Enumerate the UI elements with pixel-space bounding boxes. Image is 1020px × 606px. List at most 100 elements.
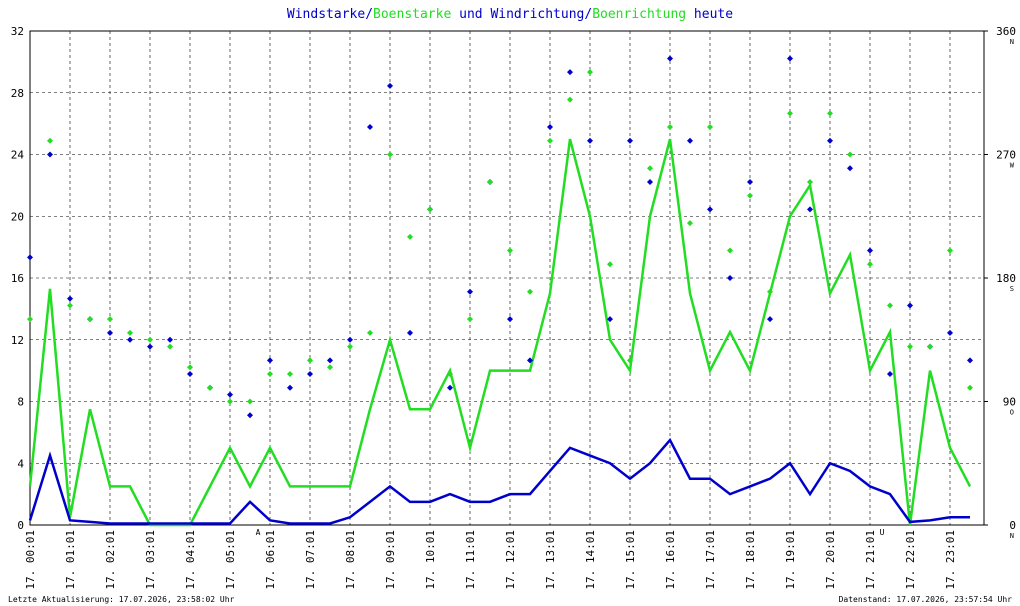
- data-point: [627, 137, 633, 144]
- data-point: [807, 178, 813, 185]
- data-point: [647, 178, 653, 185]
- data-point: [127, 329, 133, 336]
- data-point: [787, 110, 793, 117]
- x-tick-label: 17. 00:01: [24, 530, 37, 590]
- data-point: [427, 206, 433, 213]
- y2-direction-label: W: [1010, 162, 1015, 170]
- data-point: [47, 151, 53, 158]
- data-point: [747, 192, 753, 199]
- data-point: [587, 69, 593, 76]
- data-point: [187, 364, 193, 371]
- data-point: [847, 165, 853, 172]
- x-tick-label: 17. 10:01: [424, 530, 437, 590]
- data-point: [767, 316, 773, 323]
- data-point: [647, 165, 653, 172]
- data-point: [207, 384, 213, 391]
- footer-right: Datenstand: 17.07.2026, 23:57:54 Uhr: [839, 595, 1013, 604]
- data-point: [907, 302, 913, 309]
- data-point: [247, 398, 253, 405]
- data-point: [847, 151, 853, 158]
- data-point: [927, 343, 933, 350]
- data-point: [787, 55, 793, 62]
- data-point: [527, 357, 533, 364]
- data-point: [827, 137, 833, 144]
- data-point: [727, 247, 733, 254]
- title-part: Windrichtung: [490, 7, 584, 22]
- data-point: [447, 384, 453, 391]
- y-tick-label: 0: [17, 519, 24, 532]
- data-point: [507, 247, 513, 254]
- y2-direction-label: N: [1010, 532, 1014, 540]
- x-tick-label: 17. 07:01: [304, 530, 317, 590]
- y2-tick-label: 180: [996, 272, 1016, 285]
- data-point: [307, 357, 313, 364]
- data-point: [827, 110, 833, 117]
- data-point: [327, 364, 333, 371]
- data-point: [527, 288, 533, 295]
- data-point: [167, 336, 173, 343]
- y-tick-label: 8: [17, 396, 24, 409]
- x-tick-label: 17. 01:01: [64, 530, 77, 590]
- data-point: [667, 124, 673, 131]
- data-point: [667, 55, 673, 62]
- data-point: [587, 137, 593, 144]
- y-tick-label: 12: [11, 334, 24, 347]
- data-point: [467, 288, 473, 295]
- data-point: [27, 254, 33, 261]
- data-point: [367, 124, 373, 131]
- data-point: [407, 329, 413, 336]
- data-line: [28, 138, 972, 527]
- data-point: [327, 357, 333, 364]
- data-point: [687, 137, 693, 144]
- data-point: [307, 371, 313, 378]
- data-point: [707, 206, 713, 213]
- data-point: [547, 124, 553, 131]
- x-tick-label: 17. 22:01: [904, 530, 917, 590]
- data-point: [487, 178, 493, 185]
- data-point: [367, 329, 373, 336]
- data-point: [247, 412, 253, 419]
- data-point: [387, 82, 393, 89]
- y2-tick-label: 0: [1009, 519, 1016, 532]
- x-tick-label: 17. 21:01: [864, 530, 877, 590]
- data-point: [167, 343, 173, 350]
- data-point: [67, 295, 73, 302]
- data-point: [147, 336, 153, 343]
- data-point: [407, 233, 413, 240]
- y-tick-label: 4: [17, 457, 24, 470]
- data-point: [87, 316, 93, 323]
- data-point: [227, 398, 233, 405]
- data-point: [727, 275, 733, 281]
- y-tick-label: 28: [11, 87, 24, 100]
- data-point: [67, 302, 73, 309]
- x-tick-label: 17. 09:01: [384, 530, 397, 590]
- data-point: [887, 302, 893, 309]
- data-point: [807, 206, 813, 213]
- data-point: [747, 178, 753, 185]
- y2-direction-label: N: [1010, 38, 1014, 46]
- data-point: [547, 137, 553, 144]
- y2-tick-label: 360: [996, 25, 1016, 38]
- data-point: [27, 316, 33, 323]
- x-tick-label: 17. 04:01: [184, 530, 197, 590]
- x-tick-label: 17. 14:01: [584, 530, 597, 590]
- title-part: Boenrichtung: [592, 7, 686, 22]
- data-point: [907, 343, 913, 350]
- data-point: [867, 247, 873, 254]
- chart-title: Windstarke/Boenstarke und Windrichtung/B…: [287, 7, 733, 22]
- data-point: [687, 220, 693, 227]
- data-point: [127, 336, 133, 343]
- y2-tick-label: 90: [1003, 396, 1016, 409]
- data-point: [287, 371, 293, 378]
- annotation: A: [256, 528, 261, 537]
- footer-left: Letzte Aktualisierung: 17.07.2026, 23:58…: [8, 595, 235, 604]
- data-point: [347, 336, 353, 343]
- x-tick-label: 17. 13:01: [544, 530, 557, 590]
- data-point: [347, 343, 353, 350]
- annotation: U: [880, 528, 885, 537]
- data-point: [267, 357, 273, 364]
- data-point: [967, 384, 973, 391]
- y2-direction-label: S: [1010, 285, 1014, 293]
- data-point: [707, 124, 713, 131]
